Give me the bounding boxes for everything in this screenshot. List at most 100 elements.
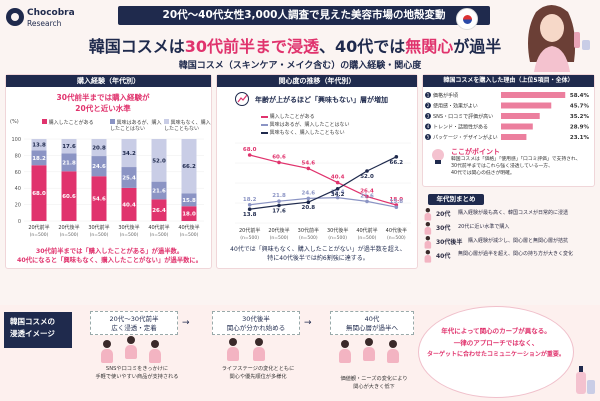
data-label: 18.0 [182,212,196,218]
line-chart: 68.0 60.6 54.6 40.4 26.4 18.0 18.2 21.8 24.6 25.4… [235,142,411,241]
stage-card: 20代〜30代前半 広く浸透・定着 [90,311,178,335]
stage-desc: SNSや口コミをきっかけに 手軽で使いやすい商品が支持される [78,366,196,381]
rank-badge [425,123,431,130]
y-tick-label: 60 [15,170,21,176]
sample-size-label: (n=500) [150,232,169,238]
sample-size-label: (n=500) [120,232,139,238]
bar-segment [181,139,197,194]
data-label: 25.4 [331,190,345,196]
summary-text: 無関心層が過半を超え、関心の持ち方が大きく変化 [458,251,574,257]
data-point [365,194,369,199]
data-point [247,207,252,211]
legend-item: 興味はあるが、購入したことはない [261,121,350,129]
person-icon [362,338,376,362]
stage-desc-line: 価値観・ニーズの変化により [340,376,408,382]
data-point [335,195,340,200]
person-icon [338,340,352,364]
page-subtitle: 韓国コスメ（スキンケア・メイク含む）の購入経験・関心度 [178,61,422,71]
stage-desc-line: 手軽で使いやすい商品が支持される [95,373,179,380]
data-label: 21.8 [62,160,76,166]
x-tick-label: 40代前半 [356,227,377,234]
sample-size-label: (n=500) [270,235,289,241]
summary-age: 40代 [436,253,451,260]
logo-icon [6,8,24,26]
page-title: 韓国コスメは30代前半まで浸透、40代では無関心が過半 [88,37,502,56]
bar [501,92,566,98]
section-label-line: 浸透イメージ [10,329,55,338]
category-label: パッケージ・デザインがよい [433,134,498,141]
takeaway-line: ターゲットに合わせたコミュニケーションが重要。 [427,351,565,358]
stacked-bar-chart: 02040608010068.018.213.820代前半(n=500)60.6… [11,137,204,238]
sample-size-label: (n=500) [328,235,347,241]
bar-segment [61,153,77,172]
bar-segment [151,139,167,182]
sample-size-label: (n=500) [30,232,49,238]
x-tick-label: 20代前半 [28,224,49,231]
panel-note: 年齢が上がるほど「興味もない」層が増加 [255,96,388,104]
data-label: 35.2% [570,114,590,120]
data-point [335,187,340,191]
data-label: 13.8 [32,143,46,149]
stage-sub: 無関心層が過半へ [346,324,398,332]
brand-name: Chocobra [27,8,75,18]
data-label: 66.2 [182,164,196,170]
data-label: 52.0 [152,158,166,164]
data-label: 68.0 [32,191,46,197]
bar-segment [151,199,167,221]
data-label: 60.6 [272,154,286,160]
korea-flag-icon [456,8,478,30]
series-line [249,154,397,206]
data-label: 23.1% [570,135,590,141]
stage-sub: 関心が分かれ始める [226,324,286,332]
data-label: 68.0 [243,147,257,153]
stage-head: 40代 [364,315,380,323]
series-line [249,196,397,208]
data-point [394,205,399,209]
person-icon [424,208,432,221]
sample-size-label: (n=500) [358,235,377,241]
x-tick-label: 20代後半 [268,227,289,234]
summary-age: 20代 [436,211,451,218]
takeaway-bubble: 年代によって関心のカーブが異なる。 一律のアプローチではなく、 ターゲットに合わ… [418,306,574,398]
stage-desc: 価値観・ニーズの変化により 関心が大きく低下 [326,376,422,391]
person-icon [424,222,432,235]
rank-number: 3 [427,114,430,119]
panel-title: 関心度の推移（年代別） [217,75,417,87]
caption-line: 特に40代後半では約6割強に達する。 [267,255,369,262]
data-label: 20.8 [302,205,316,211]
data-point [365,169,369,173]
data-label: 26.4 [152,208,166,214]
section-label: 韓国コスメの 浸透イメージ [4,312,72,348]
data-label: 58.4% [570,93,590,99]
purchase-experience-panel: 購入経験（年代別） 30代前半までは購入経験が 20代と近い水準 (%) 購入し… [5,74,212,269]
summary-title: 年代別まとめ [428,194,484,205]
x-tick-label: 30代後半 [118,224,139,231]
data-point [394,155,399,159]
stage-card: 30代後半 関心が分かれ始める [212,311,300,335]
summary-text: 20代に近い水準で購入 [458,224,510,230]
data-point [277,160,281,165]
top-banner: 20代〜40代女性3,000人調査で見えた美容市場の地殻変動 [118,6,490,25]
x-tick-label: 20代後半 [58,224,79,231]
rank-number: 1 [427,93,430,98]
panel-caption: 40代では「興味もなく、購入したことがない」が過半数を超え、 特に40代後半では… [220,245,416,263]
summary-age: 30代後半 [436,239,463,246]
data-label: 21.6 [360,193,374,199]
data-label: 24.6 [302,190,316,196]
panel-note-line: 20代と近い水準 [75,104,131,113]
panel-title: 購入経験（年代別） [6,75,211,87]
stage-desc-line: ライフステージの変化とともに [221,366,295,372]
takeaway-line: 一律のアプローチではなく、 [453,339,539,347]
bar [501,113,540,119]
takeaway-line: 年代によって関心のカーブが異なる。 [441,327,551,335]
summary-age: 30代 [436,225,451,232]
point-title: ここがポイント [451,148,500,156]
data-point [247,203,252,207]
summary-text: 購入経験が減少し、関心層と無関心層が拮抗 [468,238,569,244]
data-label: 45.7% [570,104,590,110]
interest-trend-panel: 関心度の推移（年代別） 年齢が上がるほど「興味もない」層が増加 購入したことがあ… [216,74,418,269]
data-label: 20.8 [92,146,106,152]
panel-caption: 30代前半までは「購入したことがある」が過半数。 40代になると「興味もなく、購… [10,247,209,265]
bar-segment [91,176,107,221]
bar [501,123,533,130]
